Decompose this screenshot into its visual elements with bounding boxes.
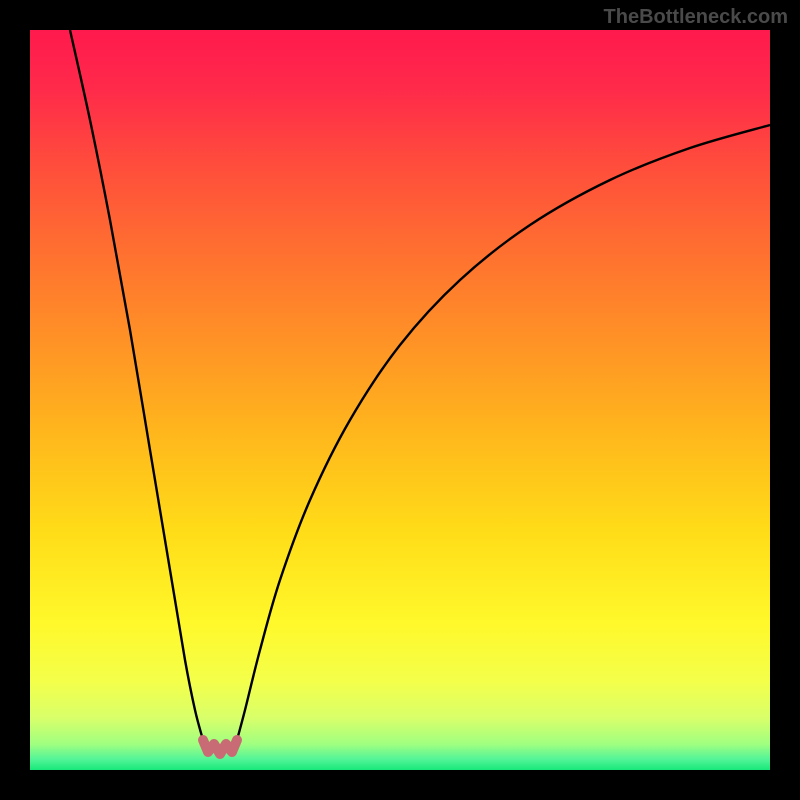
plot-area xyxy=(30,30,770,770)
curve-overlay xyxy=(30,30,770,770)
curve-right-branch xyxy=(237,125,770,740)
watermark-label: TheBottleneck.com xyxy=(604,6,788,29)
curve-dip-segment xyxy=(203,740,237,754)
curve-left-branch xyxy=(70,30,203,740)
